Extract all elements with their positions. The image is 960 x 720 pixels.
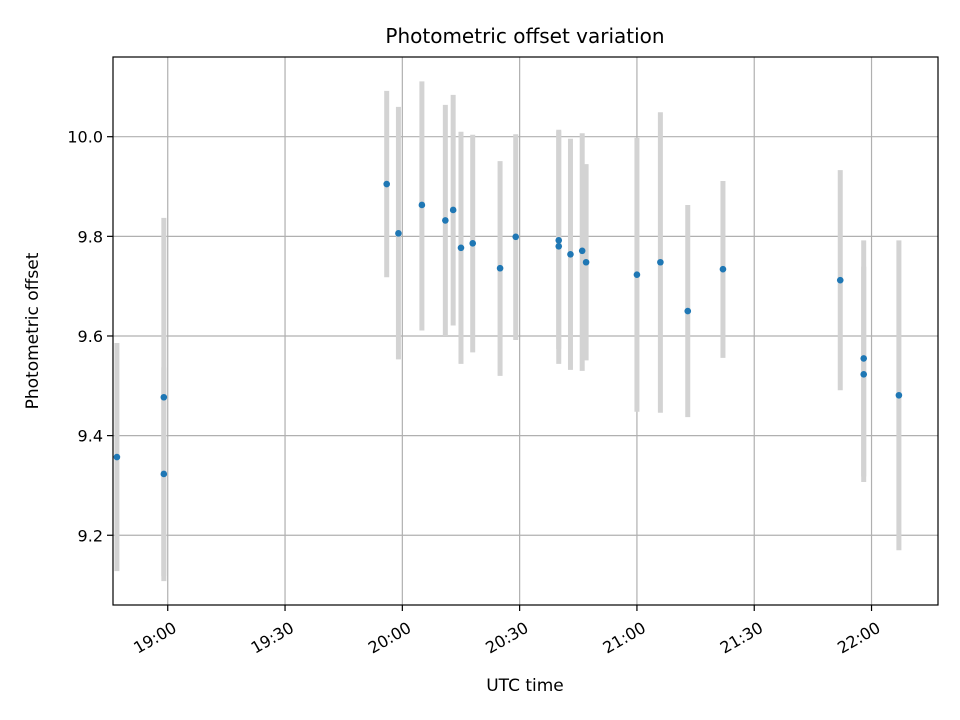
data-point [469,240,477,247]
data-point [836,276,844,284]
data-points [113,180,903,478]
y-tick-label: 9.8 [78,227,103,246]
y-tick-label: 9.4 [78,427,103,446]
plot-frame [112,56,939,606]
data-point [633,271,641,279]
data-point [582,258,590,266]
y-tick-label: 9.2 [78,526,103,545]
data-point [567,250,574,258]
y-axis: 9.2 9.4 9.6 9.8 10.0 [67,128,113,545]
data-point [555,243,563,250]
data-point [657,258,664,266]
x-axis-label: UTC time [486,676,564,696]
y-tick-label: 10.0 [67,128,103,147]
data-point [457,244,465,252]
data-point [442,217,449,224]
data-point [383,180,390,188]
y-tick-label: 9.6 [78,327,103,346]
data-point [449,206,457,214]
data-point [684,307,692,315]
data-point [860,355,868,362]
data-point [160,470,168,478]
data-point [496,264,504,272]
data-point [895,391,903,399]
data-point [160,393,168,401]
data-point [578,247,586,255]
data-point [555,237,563,244]
data-point [719,265,727,273]
data-point [860,371,868,378]
y-axis-label: Photometric offset [23,252,43,409]
data-point [113,453,121,461]
data-point [418,201,426,209]
chart-title: Photometric offset variation [385,24,664,48]
data-point [395,230,402,237]
data-point [512,233,520,241]
